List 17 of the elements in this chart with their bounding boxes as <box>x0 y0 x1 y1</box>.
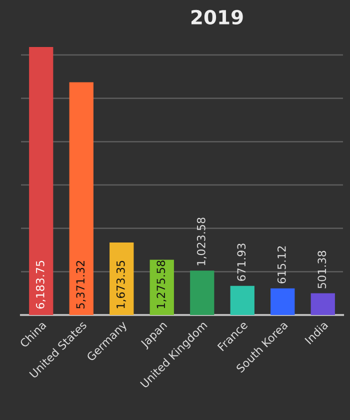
bar <box>69 82 94 315</box>
data-label: 5,371.32 <box>76 261 86 309</box>
data-label: 1,023.58 <box>196 218 206 266</box>
data-label: 501.38 <box>318 250 326 288</box>
bar <box>190 270 214 315</box>
bar <box>230 286 254 315</box>
bar <box>150 260 174 315</box>
data-label: 1,673.35 <box>116 260 126 308</box>
data-label: 1,275.58 <box>156 260 166 308</box>
data-label: 615.12 <box>277 246 286 284</box>
bar <box>310 293 335 315</box>
chart-title: 2019 <box>191 10 243 25</box>
data-label: 6,183.75 <box>36 260 46 309</box>
bar <box>29 47 54 315</box>
bar <box>270 288 295 315</box>
bar <box>110 242 134 315</box>
data-label: 671.93 <box>237 244 246 281</box>
